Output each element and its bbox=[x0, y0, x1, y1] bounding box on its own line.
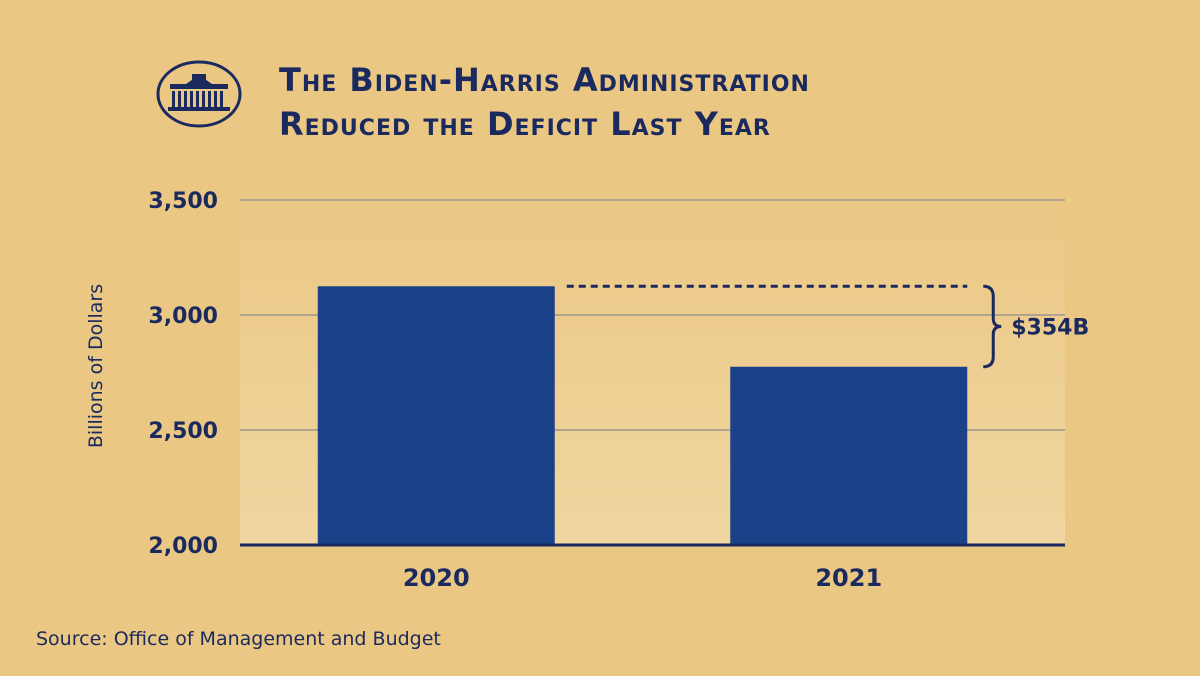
x-tick-label: 2021 bbox=[815, 564, 882, 592]
difference-annotation: $354B bbox=[566, 284, 1089, 369]
y-tick-label: 2,500 bbox=[148, 419, 218, 444]
y-tick-label: 3,000 bbox=[148, 304, 218, 329]
y-axis-label: Billions of Dollars bbox=[85, 284, 107, 448]
y-tick-label: 3,500 bbox=[148, 189, 218, 214]
brace-icon bbox=[983, 284, 1002, 369]
title-line-1: The Biden-Harris Administration bbox=[279, 61, 810, 99]
source-note: Source: Office of Management and Budget bbox=[36, 628, 441, 650]
y-tick-labels: 2,000 2,500 3,000 3,500 bbox=[148, 189, 218, 559]
bar-2021 bbox=[730, 366, 968, 545]
x-tick-label: 2020 bbox=[403, 564, 470, 592]
header: The Biden-Harris Administration Reduced … bbox=[0, 0, 1200, 170]
white-house-seal-icon bbox=[156, 60, 242, 128]
bars bbox=[317, 286, 968, 545]
title-line-2: Reduced the Deficit Last Year bbox=[279, 105, 771, 143]
y-tick-label: 2,000 bbox=[148, 534, 218, 559]
page-title: The Biden-Harris Administration Reduced … bbox=[279, 58, 1179, 146]
x-tick-labels: 2020 2021 bbox=[403, 564, 882, 592]
bar-2020 bbox=[317, 286, 555, 545]
difference-label: $354B bbox=[1011, 316, 1089, 341]
